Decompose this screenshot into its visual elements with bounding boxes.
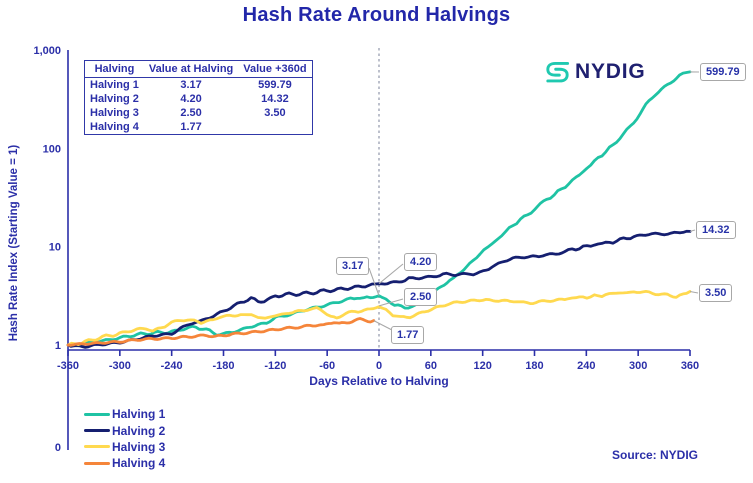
callout-leader-line: [689, 290, 699, 294]
table-header-row: Halving Value at Halving Value +360d: [84, 60, 313, 78]
nydig-logo: NYDIG: [544, 58, 646, 85]
x-tick-label: 0: [376, 360, 382, 372]
table-header-value-at-halving: Value at Halving: [143, 60, 239, 78]
series-line-halving-3: [66, 289, 692, 347]
legend-swatch-halving-2: [84, 429, 110, 433]
legend-label-halving-4: Halving 4: [112, 456, 166, 471]
legend-swatch-halving-1: [84, 412, 110, 416]
table-cell: Halving 1: [90, 79, 139, 91]
x-tick-label: 360: [681, 360, 699, 372]
table-row: Halving 1 3.17 599.79: [85, 78, 313, 93]
legend-label-halving-2: Halving 2: [112, 423, 166, 438]
table-row: Halving 4 1.77: [85, 120, 313, 135]
legend: Halving 1 Halving 2 Halving 3 Halving 4: [84, 406, 165, 472]
callout-h2-end-value: 14.32: [696, 221, 736, 239]
callout-leader-line: [689, 229, 696, 232]
series-line-halving-4: [66, 317, 376, 347]
callout-leader-line: [378, 298, 404, 307]
legend-item-halving-4: Halving 4: [84, 455, 165, 471]
legend-item-halving-2: Halving 2: [84, 422, 165, 438]
x-tick-label: 60: [425, 360, 437, 372]
table-cell: 2.50: [180, 107, 202, 119]
callout-h1-end-value: 599.79: [700, 63, 746, 81]
table-cell: 1.77: [180, 121, 202, 133]
x-axis-title: Days Relative to Halving: [309, 374, 449, 388]
table-row: Halving 2 4.20 14.32: [85, 92, 313, 106]
y-tick-label: 1,000: [33, 45, 61, 57]
x-tick-label: -360: [57, 360, 79, 372]
callout-h3-value-at-halving: 2.50: [404, 288, 438, 306]
nydig-logo-icon: [546, 61, 570, 83]
callout-h1-value-at-halving: 3.17: [336, 257, 370, 275]
callout-leader-line: [368, 267, 380, 296]
y-axis-title: Hash Rate Index (Starting Value = 1): [8, 144, 20, 342]
callout-h3-end-value: 3.50: [699, 284, 733, 302]
table-cell: 3.50: [264, 107, 286, 119]
legend-label-halving-1: Halving 1: [112, 407, 166, 422]
source-label: Source: NYDIG: [612, 448, 699, 462]
legend-item-halving-3: Halving 3: [84, 439, 165, 455]
callout-h4-value-at-halving: 1.77: [391, 326, 425, 344]
y-tick-label: 10: [49, 242, 61, 254]
table-cell: [238, 120, 312, 135]
x-tick-label: -240: [161, 360, 183, 372]
x-tick-label: 120: [473, 360, 491, 372]
table-cell: 599.79: [258, 79, 292, 91]
x-tick-label: -60: [319, 360, 335, 372]
callout-h2-value-at-halving: 4.20: [404, 253, 438, 271]
table-cell: Halving 2: [90, 93, 139, 105]
legend-swatch-halving-3: [84, 445, 110, 449]
x-tick-label: 240: [577, 360, 595, 372]
x-tick-label: -180: [212, 360, 234, 372]
x-tick-label: -300: [109, 360, 131, 372]
table-cell: 3.17: [180, 79, 202, 91]
legend-label-halving-3: Halving 3: [112, 439, 166, 454]
summary-table-header: Halving Value at Halving Value +360d: [84, 60, 313, 78]
chart-title: Hash Rate Around Halvings: [242, 4, 511, 26]
table-header-value-plus-360d: Value +360d: [238, 60, 313, 78]
callout-leader-line: [378, 263, 404, 285]
legend-item-halving-1: Halving 1: [84, 406, 165, 422]
x-tick-label: 180: [525, 360, 543, 372]
legend-swatch-halving-4: [84, 461, 110, 465]
x-tick-label: -120: [264, 360, 286, 372]
table-cell: Halving 3: [90, 107, 139, 119]
table-cell: 14.32: [261, 93, 289, 105]
y-tick-label: 0: [55, 442, 61, 454]
summary-table-body: Halving 1 3.17 599.79 Halving 2 4.20 14.…: [85, 78, 313, 135]
callout-leader-line: [373, 320, 393, 331]
table-row: Halving 3 2.50 3.50: [85, 106, 313, 120]
table-header-halving: Halving: [84, 60, 144, 78]
summary-table: Halving Value at Halving Value +360d Hal…: [84, 60, 313, 135]
y-tick-label: 1: [55, 340, 61, 352]
table-cell: 4.20: [180, 93, 202, 105]
nydig-logo-text: NYDIG: [575, 59, 646, 83]
table-cell: Halving 4: [90, 121, 139, 133]
y-tick-label: 100: [43, 143, 61, 155]
x-tick-label: 300: [629, 360, 647, 372]
